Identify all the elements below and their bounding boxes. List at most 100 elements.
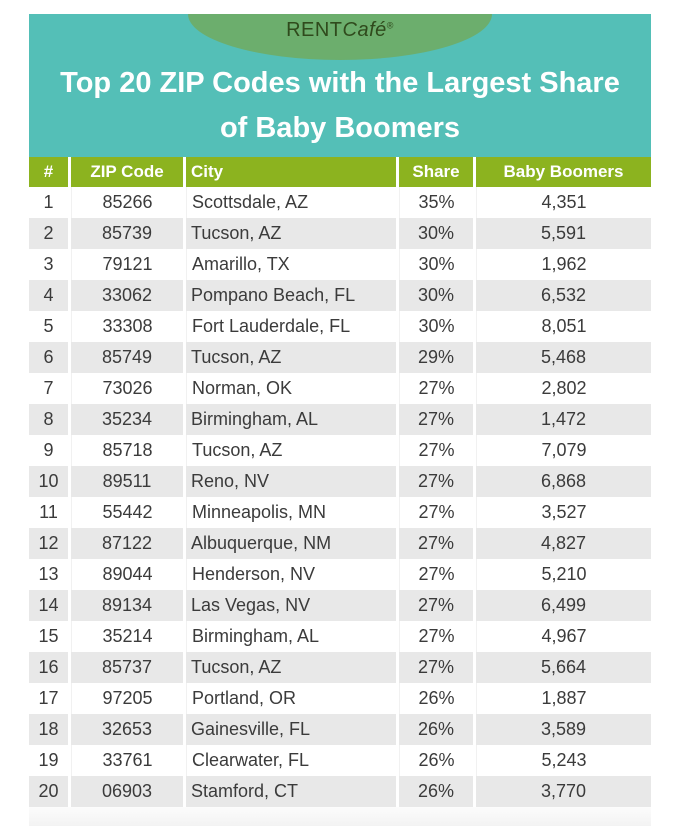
city-cell: Las Vegas, NV — [186, 590, 396, 621]
baby-boomers-cell: 3,589 — [476, 714, 651, 745]
baby-boomers-cell: 7,079 — [476, 435, 651, 466]
baby-boomers-cell: 5,243 — [476, 745, 651, 776]
city-cell: Tucson, AZ — [186, 652, 396, 683]
city-cell: Norman, OK — [186, 373, 396, 404]
share-cell: 30% — [399, 280, 473, 311]
column-header-baby-boomers: Baby Boomers — [476, 157, 651, 187]
city-cell: Minneapolis, MN — [186, 497, 396, 528]
share-cell: 27% — [399, 528, 473, 559]
city-cell: Clearwater, FL — [186, 745, 396, 776]
baby-boomers-cell: 6,532 — [476, 280, 651, 311]
baby-boomers-cell: 1,472 — [476, 404, 651, 435]
table-row: 20 06903 Stamford, CT 26% 3,770 — [29, 776, 651, 807]
rank-cell: 13 — [29, 559, 68, 590]
table-header-row: # ZIP Code City Share Baby Boomers — [29, 157, 651, 187]
zip-code-cell: 85739 — [71, 218, 183, 249]
rank-cell: 20 — [29, 776, 68, 807]
rank-cell: 10 — [29, 466, 68, 497]
table-row: 17 97205 Portland, OR 26% 1,887 — [29, 683, 651, 714]
baby-boomers-cell: 3,770 — [476, 776, 651, 807]
share-cell: 30% — [399, 218, 473, 249]
zip-code-cell: 89134 — [71, 590, 183, 621]
city-cell: Portland, OR — [186, 683, 396, 714]
zip-code-cell: 89044 — [71, 559, 183, 590]
share-cell: 30% — [399, 249, 473, 280]
zip-code-cell: 73026 — [71, 373, 183, 404]
table-row: 2 85739 Tucson, AZ 30% 5,591 — [29, 218, 651, 249]
city-cell: Tucson, AZ — [186, 435, 396, 466]
share-cell: 26% — [399, 683, 473, 714]
banner: RENTCafé® Top 20 ZIP Codes with the Larg… — [29, 14, 651, 157]
rank-cell: 2 — [29, 218, 68, 249]
city-cell: Birmingham, AL — [186, 404, 396, 435]
baby-boomers-cell: 5,210 — [476, 559, 651, 590]
table-row: 16 85737 Tucson, AZ 27% 5,664 — [29, 652, 651, 683]
logo-text-rent: RENT — [286, 19, 343, 41]
table-row: 8 35234 Birmingham, AL 27% 1,472 — [29, 404, 651, 435]
zip-code-cell: 97205 — [71, 683, 183, 714]
rank-cell: 12 — [29, 528, 68, 559]
city-cell: Tucson, AZ — [186, 218, 396, 249]
share-cell: 27% — [399, 590, 473, 621]
baby-boomers-cell: 6,868 — [476, 466, 651, 497]
registered-trademark-symbol: ® — [386, 20, 394, 31]
logo-text-cafe: Café — [342, 19, 387, 41]
zip-code-cell: 33308 — [71, 311, 183, 342]
city-cell: Scottsdale, AZ — [186, 187, 396, 218]
rank-cell: 15 — [29, 621, 68, 652]
share-cell: 30% — [399, 311, 473, 342]
zip-code-cell: 55442 — [71, 497, 183, 528]
table-row: 6 85749 Tucson, AZ 29% 5,468 — [29, 342, 651, 373]
table-body: 1 85266 Scottsdale, AZ 35% 4,351 2 85739 Tucson… — [29, 187, 651, 807]
baby-boomers-cell: 5,664 — [476, 652, 651, 683]
rentcafe-logo: RENTCafé® — [29, 19, 651, 42]
table-row: 11 55442 Minneapolis, MN 27% 3,527 — [29, 497, 651, 528]
baby-boomers-cell: 5,591 — [476, 218, 651, 249]
rank-cell: 17 — [29, 683, 68, 714]
table-row: 15 35214 Birmingham, AL 27% 4,967 — [29, 621, 651, 652]
city-cell: Fort Lauderdale, FL — [186, 311, 396, 342]
zip-code-cell: 87122 — [71, 528, 183, 559]
rank-cell: 14 — [29, 590, 68, 621]
rank-cell: 6 — [29, 342, 68, 373]
table-row: 12 87122 Albuquerque, NM 27% 4,827 — [29, 528, 651, 559]
title-line-2: of Baby Boomers — [219, 112, 461, 144]
share-cell: 27% — [399, 404, 473, 435]
column-header-rank: # — [29, 157, 68, 187]
rank-cell: 19 — [29, 745, 68, 776]
city-cell: Stamford, CT — [186, 776, 396, 807]
rank-cell: 8 — [29, 404, 68, 435]
bottom-partial-strip — [29, 807, 651, 826]
rank-cell: 5 — [29, 311, 68, 342]
rank-cell: 11 — [29, 497, 68, 528]
share-cell: 27% — [399, 652, 473, 683]
table-row: 10 89511 Reno, NV 27% 6,868 — [29, 466, 651, 497]
share-cell: 27% — [399, 373, 473, 404]
city-cell: Pompano Beach, FL — [186, 280, 396, 311]
table-row: 3 79121 Amarillo, TX 30% 1,962 — [29, 249, 651, 280]
baby-boomers-cell: 6,499 — [476, 590, 651, 621]
city-cell: Amarillo, TX — [186, 249, 396, 280]
zip-code-cell: 33062 — [71, 280, 183, 311]
baby-boomers-cell: 1,887 — [476, 683, 651, 714]
baby-boomers-cell: 4,827 — [476, 528, 651, 559]
rank-cell: 18 — [29, 714, 68, 745]
share-cell: 27% — [399, 435, 473, 466]
share-cell: 27% — [399, 466, 473, 497]
rank-cell: 7 — [29, 373, 68, 404]
zip-codes-table: # ZIP Code City Share Baby Boomers 1 85266 Sco… — [29, 157, 651, 807]
share-cell: 27% — [399, 497, 473, 528]
share-cell: 35% — [399, 187, 473, 218]
zip-code-cell: 89511 — [71, 466, 183, 497]
table-row: 14 89134 Las Vegas, NV 27% 6,499 — [29, 590, 651, 621]
zip-code-cell: 06903 — [71, 776, 183, 807]
column-header-share: Share — [399, 157, 473, 187]
zip-code-cell: 35234 — [71, 404, 183, 435]
rank-cell: 16 — [29, 652, 68, 683]
rank-cell: 4 — [29, 280, 68, 311]
city-cell: Reno, NV — [186, 466, 396, 497]
share-cell: 29% — [399, 342, 473, 373]
table-row: 5 33308 Fort Lauderdale, FL 30% 8,051 — [29, 311, 651, 342]
city-cell: Henderson, NV — [186, 559, 396, 590]
city-cell: Gainesville, FL — [186, 714, 396, 745]
